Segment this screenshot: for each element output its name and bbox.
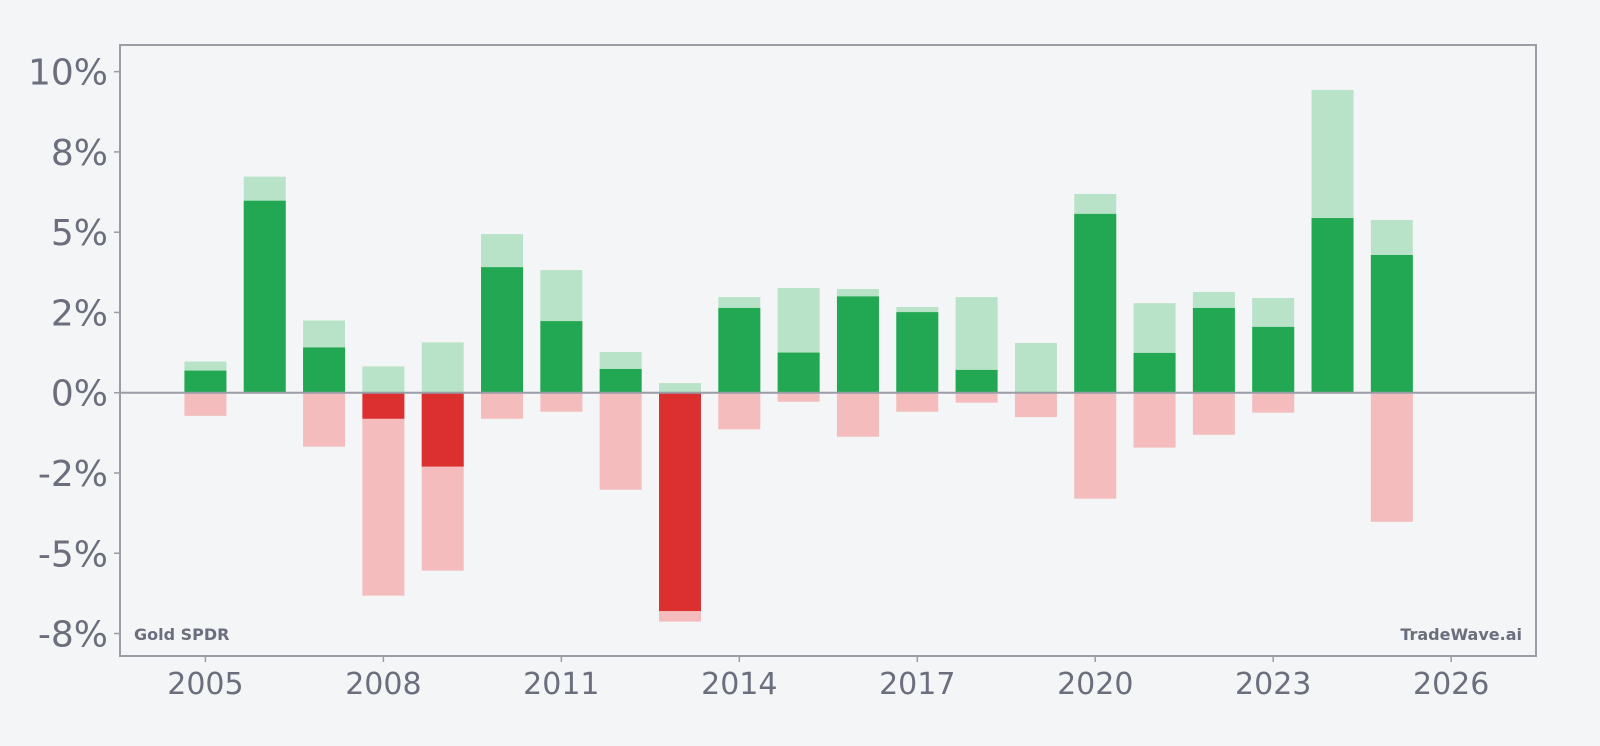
bar-group-2013 bbox=[658, 383, 701, 622]
max-drawdown-bar bbox=[955, 392, 998, 403]
return-bar bbox=[1252, 326, 1295, 393]
x-tick-label: 2014 bbox=[701, 667, 777, 702]
max-gain-bar bbox=[362, 366, 405, 393]
return-bar bbox=[1370, 254, 1413, 393]
bar-group-2025 bbox=[1370, 219, 1413, 522]
return-bar bbox=[658, 392, 701, 612]
max-drawdown-bar bbox=[303, 392, 346, 447]
return-bar bbox=[777, 352, 820, 393]
x-tick-label: 2026 bbox=[1413, 667, 1489, 702]
return-bar bbox=[955, 369, 998, 393]
x-tick-label: 2005 bbox=[167, 667, 243, 702]
bar-group-2024 bbox=[1311, 89, 1354, 393]
max-drawdown-bar bbox=[362, 392, 405, 596]
max-drawdown-bar bbox=[184, 392, 227, 416]
max-drawdown-bar bbox=[777, 392, 820, 402]
max-gain-bar bbox=[658, 383, 701, 393]
return-bar bbox=[836, 296, 879, 393]
bar-group-2008 bbox=[362, 366, 405, 596]
max-gain-bar bbox=[1014, 342, 1057, 393]
watermark-left: Gold SPDR bbox=[134, 625, 229, 644]
y-tick-label: 8% bbox=[51, 133, 108, 174]
max-drawdown-bar bbox=[599, 392, 642, 490]
bar-group-2020 bbox=[1074, 193, 1117, 499]
bar-group-2012 bbox=[599, 351, 642, 490]
return-bar bbox=[481, 267, 524, 393]
bar-group-2014 bbox=[718, 297, 761, 430]
bar-group-2016 bbox=[836, 289, 879, 437]
x-tick-label: 2011 bbox=[523, 667, 599, 702]
bar-group-2021 bbox=[1133, 303, 1176, 448]
return-bar bbox=[599, 368, 642, 393]
max-drawdown-bar bbox=[1074, 392, 1117, 499]
x-tick-label: 2020 bbox=[1057, 667, 1133, 702]
bar-group-2007 bbox=[303, 320, 346, 447]
return-bar bbox=[243, 200, 286, 393]
return-bar bbox=[1192, 307, 1235, 393]
return-bar bbox=[896, 312, 939, 393]
bar-group-2015 bbox=[777, 288, 820, 402]
max-drawdown-bar bbox=[1252, 392, 1295, 413]
max-drawdown-bar bbox=[481, 392, 524, 419]
y-tick-label: 5% bbox=[51, 213, 108, 254]
bar-group-2010 bbox=[481, 234, 524, 419]
return-bar bbox=[540, 321, 583, 393]
max-drawdown-bar bbox=[1014, 392, 1057, 418]
y-tick-label: 0% bbox=[51, 374, 108, 415]
return-bar bbox=[1074, 213, 1117, 393]
y-tick-label: 2% bbox=[51, 293, 108, 334]
bar-group-2005 bbox=[184, 361, 227, 416]
watermark-right: TradeWave.ai bbox=[1400, 625, 1522, 644]
return-bar bbox=[718, 307, 761, 393]
bar-group-2009 bbox=[421, 342, 464, 571]
return-bar bbox=[421, 392, 464, 467]
bar-group-2017 bbox=[896, 306, 939, 412]
max-drawdown-bar bbox=[1370, 392, 1413, 522]
y-tick-label: -8% bbox=[38, 615, 108, 656]
bar-group-2019 bbox=[1014, 342, 1057, 418]
bar-series bbox=[184, 89, 1413, 622]
y-tick-label: 10% bbox=[28, 53, 108, 94]
bar-group-2011 bbox=[540, 270, 583, 412]
y-tick-label: -2% bbox=[38, 454, 108, 495]
max-drawdown-bar bbox=[836, 392, 879, 437]
x-axis: 2005 2008 2011 2014 2017 2020 2023 2026 bbox=[167, 656, 1489, 702]
return-bar bbox=[362, 392, 405, 419]
return-bar bbox=[184, 370, 227, 393]
max-drawdown-bar bbox=[1133, 392, 1176, 448]
max-drawdown-bar bbox=[540, 392, 583, 412]
bar-group-2023 bbox=[1252, 298, 1295, 413]
bar-group-2018 bbox=[955, 297, 998, 403]
y-tick-label: -5% bbox=[38, 534, 108, 575]
max-drawdown-bar bbox=[896, 392, 939, 412]
bar-group-2006 bbox=[243, 176, 286, 393]
max-drawdown-bar bbox=[718, 392, 761, 430]
max-drawdown-bar bbox=[1192, 392, 1235, 435]
return-bar bbox=[1311, 218, 1354, 393]
x-tick-label: 2023 bbox=[1235, 667, 1311, 702]
return-bar bbox=[303, 347, 346, 393]
return-bar bbox=[1133, 352, 1176, 393]
y-axis: 10% 8% 5% 2% 0% -2% -5% -8% bbox=[28, 53, 120, 656]
bar-group-2022 bbox=[1192, 291, 1235, 435]
x-tick-label: 2008 bbox=[345, 667, 421, 702]
max-gain-bar bbox=[421, 342, 464, 393]
x-tick-label: 2017 bbox=[879, 667, 955, 702]
plot-frame bbox=[119, 44, 1537, 657]
